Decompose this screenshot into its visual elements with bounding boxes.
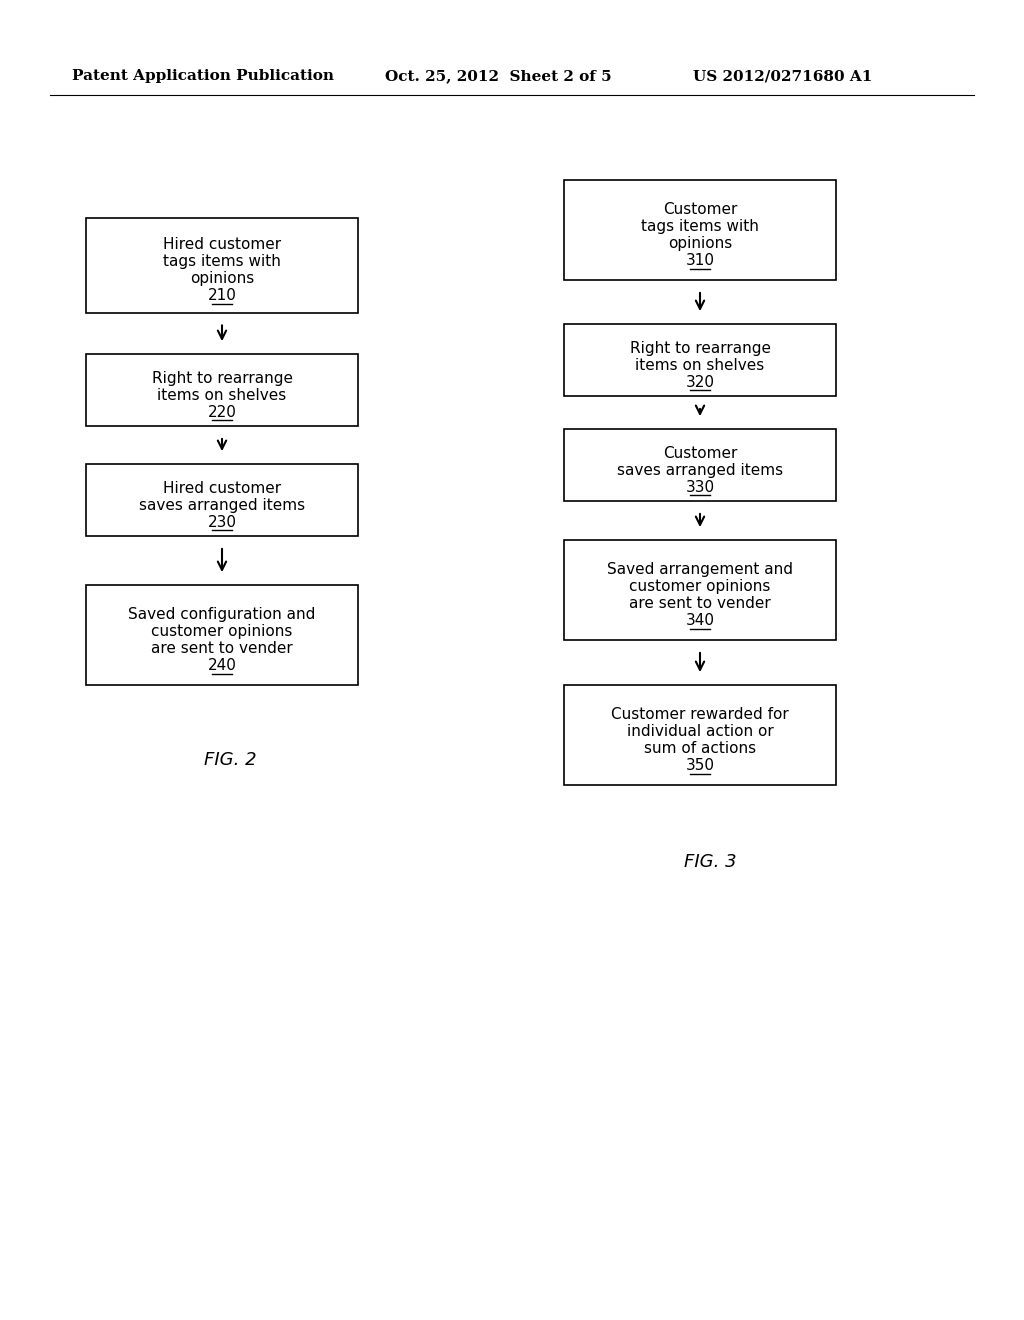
Text: saves arranged items: saves arranged items [139, 498, 305, 512]
Bar [86, 354, 358, 426]
Text: opinions: opinions [668, 236, 732, 251]
Text: customer opinions: customer opinions [152, 624, 293, 639]
Text: sum of actions: sum of actions [644, 741, 756, 756]
Text: tags items with: tags items with [641, 219, 759, 234]
Text: Saved arrangement and: Saved arrangement and [607, 562, 793, 577]
Text: Customer: Customer [663, 446, 737, 461]
Text: 350: 350 [685, 758, 715, 774]
Text: 210: 210 [208, 288, 237, 304]
Text: FIG. 2: FIG. 2 [204, 751, 256, 770]
Text: individual action or: individual action or [627, 725, 773, 739]
Text: Oct. 25, 2012  Sheet 2 of 5: Oct. 25, 2012 Sheet 2 of 5 [385, 69, 611, 83]
Text: Hired customer: Hired customer [163, 238, 281, 252]
Text: Saved configuration and: Saved configuration and [128, 607, 315, 622]
Text: 330: 330 [685, 479, 715, 495]
Bar [564, 685, 836, 785]
Text: Customer rewarded for: Customer rewarded for [611, 708, 788, 722]
Text: are sent to vender: are sent to vender [629, 597, 771, 611]
Text: 310: 310 [685, 253, 715, 268]
Bar [86, 218, 358, 313]
Bar [564, 323, 836, 396]
Bar [564, 540, 836, 640]
Text: 240: 240 [208, 659, 237, 673]
Text: 340: 340 [685, 614, 715, 628]
Bar [86, 465, 358, 536]
Bar [564, 429, 836, 502]
Text: Right to rearrange: Right to rearrange [152, 371, 293, 385]
Text: Patent Application Publication: Patent Application Publication [72, 69, 334, 83]
Bar [564, 180, 836, 280]
Text: 230: 230 [208, 515, 237, 529]
Text: are sent to vender: are sent to vender [152, 642, 293, 656]
Text: saves arranged items: saves arranged items [616, 462, 783, 478]
Text: items on shelves: items on shelves [158, 388, 287, 403]
Text: Right to rearrange: Right to rearrange [630, 341, 770, 355]
Text: opinions: opinions [189, 271, 254, 286]
Text: items on shelves: items on shelves [635, 358, 765, 372]
Text: FIG. 3: FIG. 3 [684, 853, 736, 871]
Text: 220: 220 [208, 405, 237, 420]
Text: customer opinions: customer opinions [630, 579, 771, 594]
Text: Customer: Customer [663, 202, 737, 216]
Text: US 2012/0271680 A1: US 2012/0271680 A1 [693, 69, 872, 83]
Text: 320: 320 [685, 375, 715, 389]
Text: tags items with: tags items with [163, 253, 281, 269]
Bar [86, 585, 358, 685]
Text: Hired customer: Hired customer [163, 480, 281, 495]
